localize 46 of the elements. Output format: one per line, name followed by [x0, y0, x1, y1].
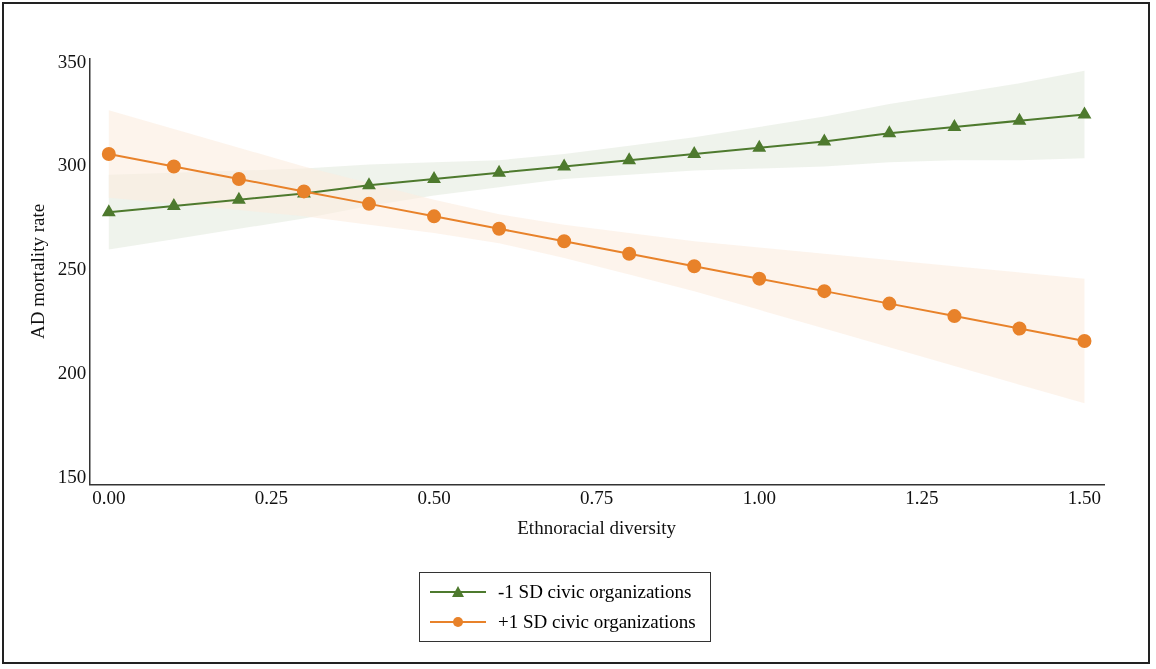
point [1012, 321, 1027, 336]
point [557, 159, 571, 171]
point [1013, 113, 1026, 125]
point [362, 178, 376, 190]
y-tick-label: 300 [57, 154, 87, 176]
point [622, 246, 637, 261]
point [688, 146, 701, 158]
point [1077, 334, 1092, 349]
x-tick-label: 1.25 [905, 486, 939, 508]
point [427, 171, 441, 183]
point [166, 159, 181, 174]
y-tick-label: 200 [57, 362, 87, 384]
point [947, 309, 962, 324]
legend-label: -1 SD civic organizations [498, 581, 692, 603]
point [817, 284, 832, 299]
point [622, 153, 636, 165]
point [427, 209, 442, 224]
point [557, 234, 572, 249]
y-axis-title: AD mortality rate [27, 203, 49, 339]
x-tick-label: 1.00 [742, 486, 776, 508]
point [1078, 107, 1091, 119]
point [102, 205, 116, 217]
point [231, 171, 246, 186]
point [492, 221, 507, 236]
point [687, 259, 702, 274]
y-tick-label: 350 [57, 50, 87, 72]
legend-label: +1 SD civic organizations [498, 611, 696, 633]
x-tick-label: 0.25 [254, 486, 289, 508]
point [948, 119, 961, 131]
point [232, 192, 246, 204]
point [492, 165, 506, 177]
point [167, 198, 181, 210]
point [753, 140, 766, 152]
x-axis-title: Ethnoracial diversity [517, 516, 677, 538]
y-tick-label: 250 [57, 258, 87, 280]
x-tick-label: 0.50 [417, 486, 451, 508]
point [361, 196, 376, 211]
x-tick-label: 1.50 [1067, 486, 1102, 508]
point [882, 296, 897, 311]
point [752, 271, 767, 286]
x-tick-label: 0.00 [92, 486, 126, 508]
x-tick-label: 0.75 [580, 486, 614, 508]
point [818, 134, 831, 146]
point [883, 126, 896, 138]
y-tick-label: 150 [57, 466, 87, 488]
point [101, 146, 116, 161]
